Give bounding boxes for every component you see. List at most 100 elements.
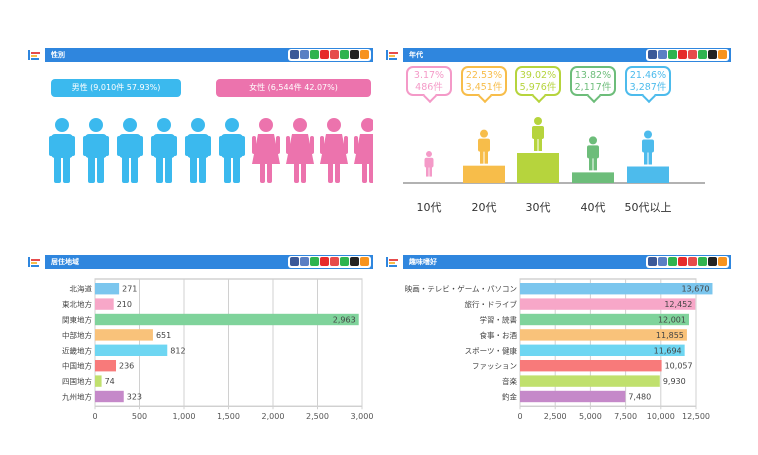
category-label: 関東地方 bbox=[62, 315, 92, 325]
female-summary-badge: 女性 (6,544件 42.07%) bbox=[216, 79, 371, 97]
x-tick-label: 1,500 bbox=[217, 412, 240, 420]
youtube-icon[interactable] bbox=[320, 257, 329, 266]
gender-panel: 性別 男性 (9,010件 57.93%) 女性 (6,544件 42.07%) bbox=[25, 48, 373, 193]
value-label: 651 bbox=[156, 331, 171, 340]
share-toolbar bbox=[646, 256, 729, 268]
age-panel-header: 年代 bbox=[383, 48, 731, 62]
share-toolbar bbox=[288, 256, 371, 268]
x-tick-label: 7,500 bbox=[614, 412, 637, 420]
chart-logo-icon bbox=[28, 257, 40, 267]
youtube-icon[interactable] bbox=[678, 50, 687, 59]
youtube-icon[interactable] bbox=[678, 257, 687, 266]
instagram-icon[interactable] bbox=[300, 50, 309, 59]
pin-icon[interactable] bbox=[360, 257, 369, 266]
line-icon[interactable] bbox=[668, 257, 677, 266]
line-icon[interactable] bbox=[310, 257, 319, 266]
value-label: 812 bbox=[170, 346, 185, 355]
close-icon[interactable] bbox=[698, 50, 707, 59]
facebook-icon[interactable] bbox=[648, 50, 657, 59]
x-tick-label: 1,000 bbox=[173, 412, 196, 420]
category-label: 釣金 bbox=[502, 392, 517, 402]
mail-icon[interactable] bbox=[330, 50, 339, 59]
age-person-icon bbox=[424, 151, 434, 177]
age-percent-label: 3.17% bbox=[413, 70, 445, 81]
value-label: 9,930 bbox=[663, 377, 686, 386]
value-label: 236 bbox=[119, 362, 134, 371]
age-panel: 年代 3.17% 486件 10代 22.53% 3,451件 20代 39.02% 5,97… bbox=[383, 48, 731, 223]
age-category-label: 30代 bbox=[525, 201, 551, 214]
age-percent-label: 39.02% bbox=[519, 70, 557, 81]
mail-icon[interactable] bbox=[330, 257, 339, 266]
age-category-label: 10代 bbox=[416, 201, 442, 214]
x-icon[interactable] bbox=[708, 50, 717, 59]
pin-icon[interactable] bbox=[718, 257, 727, 266]
bar bbox=[95, 329, 153, 341]
close-icon[interactable] bbox=[340, 50, 349, 59]
age-percent-label: 21.46% bbox=[629, 70, 667, 81]
category-label: 食事・お酒 bbox=[480, 330, 518, 340]
x-tick-label: 10,000 bbox=[647, 412, 675, 420]
age-person-icon bbox=[478, 129, 490, 164]
bar bbox=[95, 344, 168, 356]
bar bbox=[520, 390, 626, 403]
bar bbox=[520, 360, 662, 372]
panel-title: 性別 bbox=[51, 51, 65, 59]
x-icon[interactable] bbox=[350, 50, 359, 59]
bar bbox=[95, 375, 102, 387]
pin-icon[interactable] bbox=[360, 50, 369, 59]
value-label: 2,963 bbox=[333, 316, 356, 325]
region-bar-chart: 0 500 1,000 1,500 2,000 2,500 3,000 北海道 271 東北地方 2… bbox=[62, 278, 373, 420]
age-percent-label: 13.82% bbox=[574, 70, 612, 81]
pin-icon[interactable] bbox=[718, 50, 727, 59]
x-tick-label: 5,000 bbox=[579, 412, 602, 420]
facebook-icon[interactable] bbox=[290, 257, 299, 266]
bar bbox=[95, 283, 120, 295]
bar bbox=[520, 344, 685, 356]
panel-title: 居住地域 bbox=[51, 258, 79, 266]
region-panel: 居住地域 0 500 1,000 1,500 2,000 2,500 3,000 北海道 271… bbox=[25, 255, 373, 420]
mail-icon[interactable] bbox=[688, 257, 697, 266]
value-label: 12,452 bbox=[664, 300, 692, 309]
age-person-icon bbox=[642, 130, 654, 165]
value-label: 13,670 bbox=[681, 285, 709, 294]
facebook-icon[interactable] bbox=[648, 257, 657, 266]
bar bbox=[520, 298, 696, 310]
x-tick-label: 2,500 bbox=[306, 412, 329, 420]
age-bar bbox=[572, 172, 614, 183]
bar bbox=[95, 390, 124, 403]
x-icon[interactable] bbox=[350, 257, 359, 266]
category-label: 九州地方 bbox=[62, 392, 92, 402]
share-toolbar bbox=[646, 49, 729, 61]
x-tick-label: 3,000 bbox=[351, 412, 373, 420]
instagram-icon[interactable] bbox=[658, 257, 667, 266]
line-icon[interactable] bbox=[668, 50, 677, 59]
age-count-label: 3,451件 bbox=[465, 82, 503, 93]
category-label: 中部地方 bbox=[62, 330, 92, 340]
x-tick-label: 0 bbox=[92, 412, 97, 420]
age-count-label: 3,287件 bbox=[629, 82, 667, 93]
instagram-icon[interactable] bbox=[658, 50, 667, 59]
line-icon[interactable] bbox=[310, 50, 319, 59]
age-percent-bubble: 39.02% 5,976件 bbox=[515, 66, 561, 96]
age-percent-label: 22.53% bbox=[465, 70, 503, 81]
category-label: 四国地方 bbox=[62, 376, 92, 386]
x-tick-label: 500 bbox=[132, 412, 147, 420]
facebook-icon[interactable] bbox=[290, 50, 299, 59]
age-bar bbox=[627, 166, 669, 183]
mail-icon[interactable] bbox=[688, 50, 697, 59]
instagram-icon[interactable] bbox=[300, 257, 309, 266]
youtube-icon[interactable] bbox=[320, 50, 329, 59]
chart-logo-icon bbox=[386, 257, 398, 267]
value-label: 271 bbox=[122, 285, 137, 294]
value-label: 74 bbox=[105, 377, 115, 386]
value-label: 210 bbox=[117, 300, 132, 309]
close-icon[interactable] bbox=[698, 257, 707, 266]
value-label: 11,855 bbox=[656, 331, 684, 340]
age-bar bbox=[517, 153, 559, 183]
x-icon[interactable] bbox=[708, 257, 717, 266]
category-label: 東北地方 bbox=[62, 299, 92, 309]
male-summary-badge: 男性 (9,010件 57.93%) bbox=[51, 79, 181, 97]
chart-logo-icon bbox=[386, 50, 398, 60]
close-icon[interactable] bbox=[340, 257, 349, 266]
panel-title: 年代 bbox=[409, 51, 423, 59]
